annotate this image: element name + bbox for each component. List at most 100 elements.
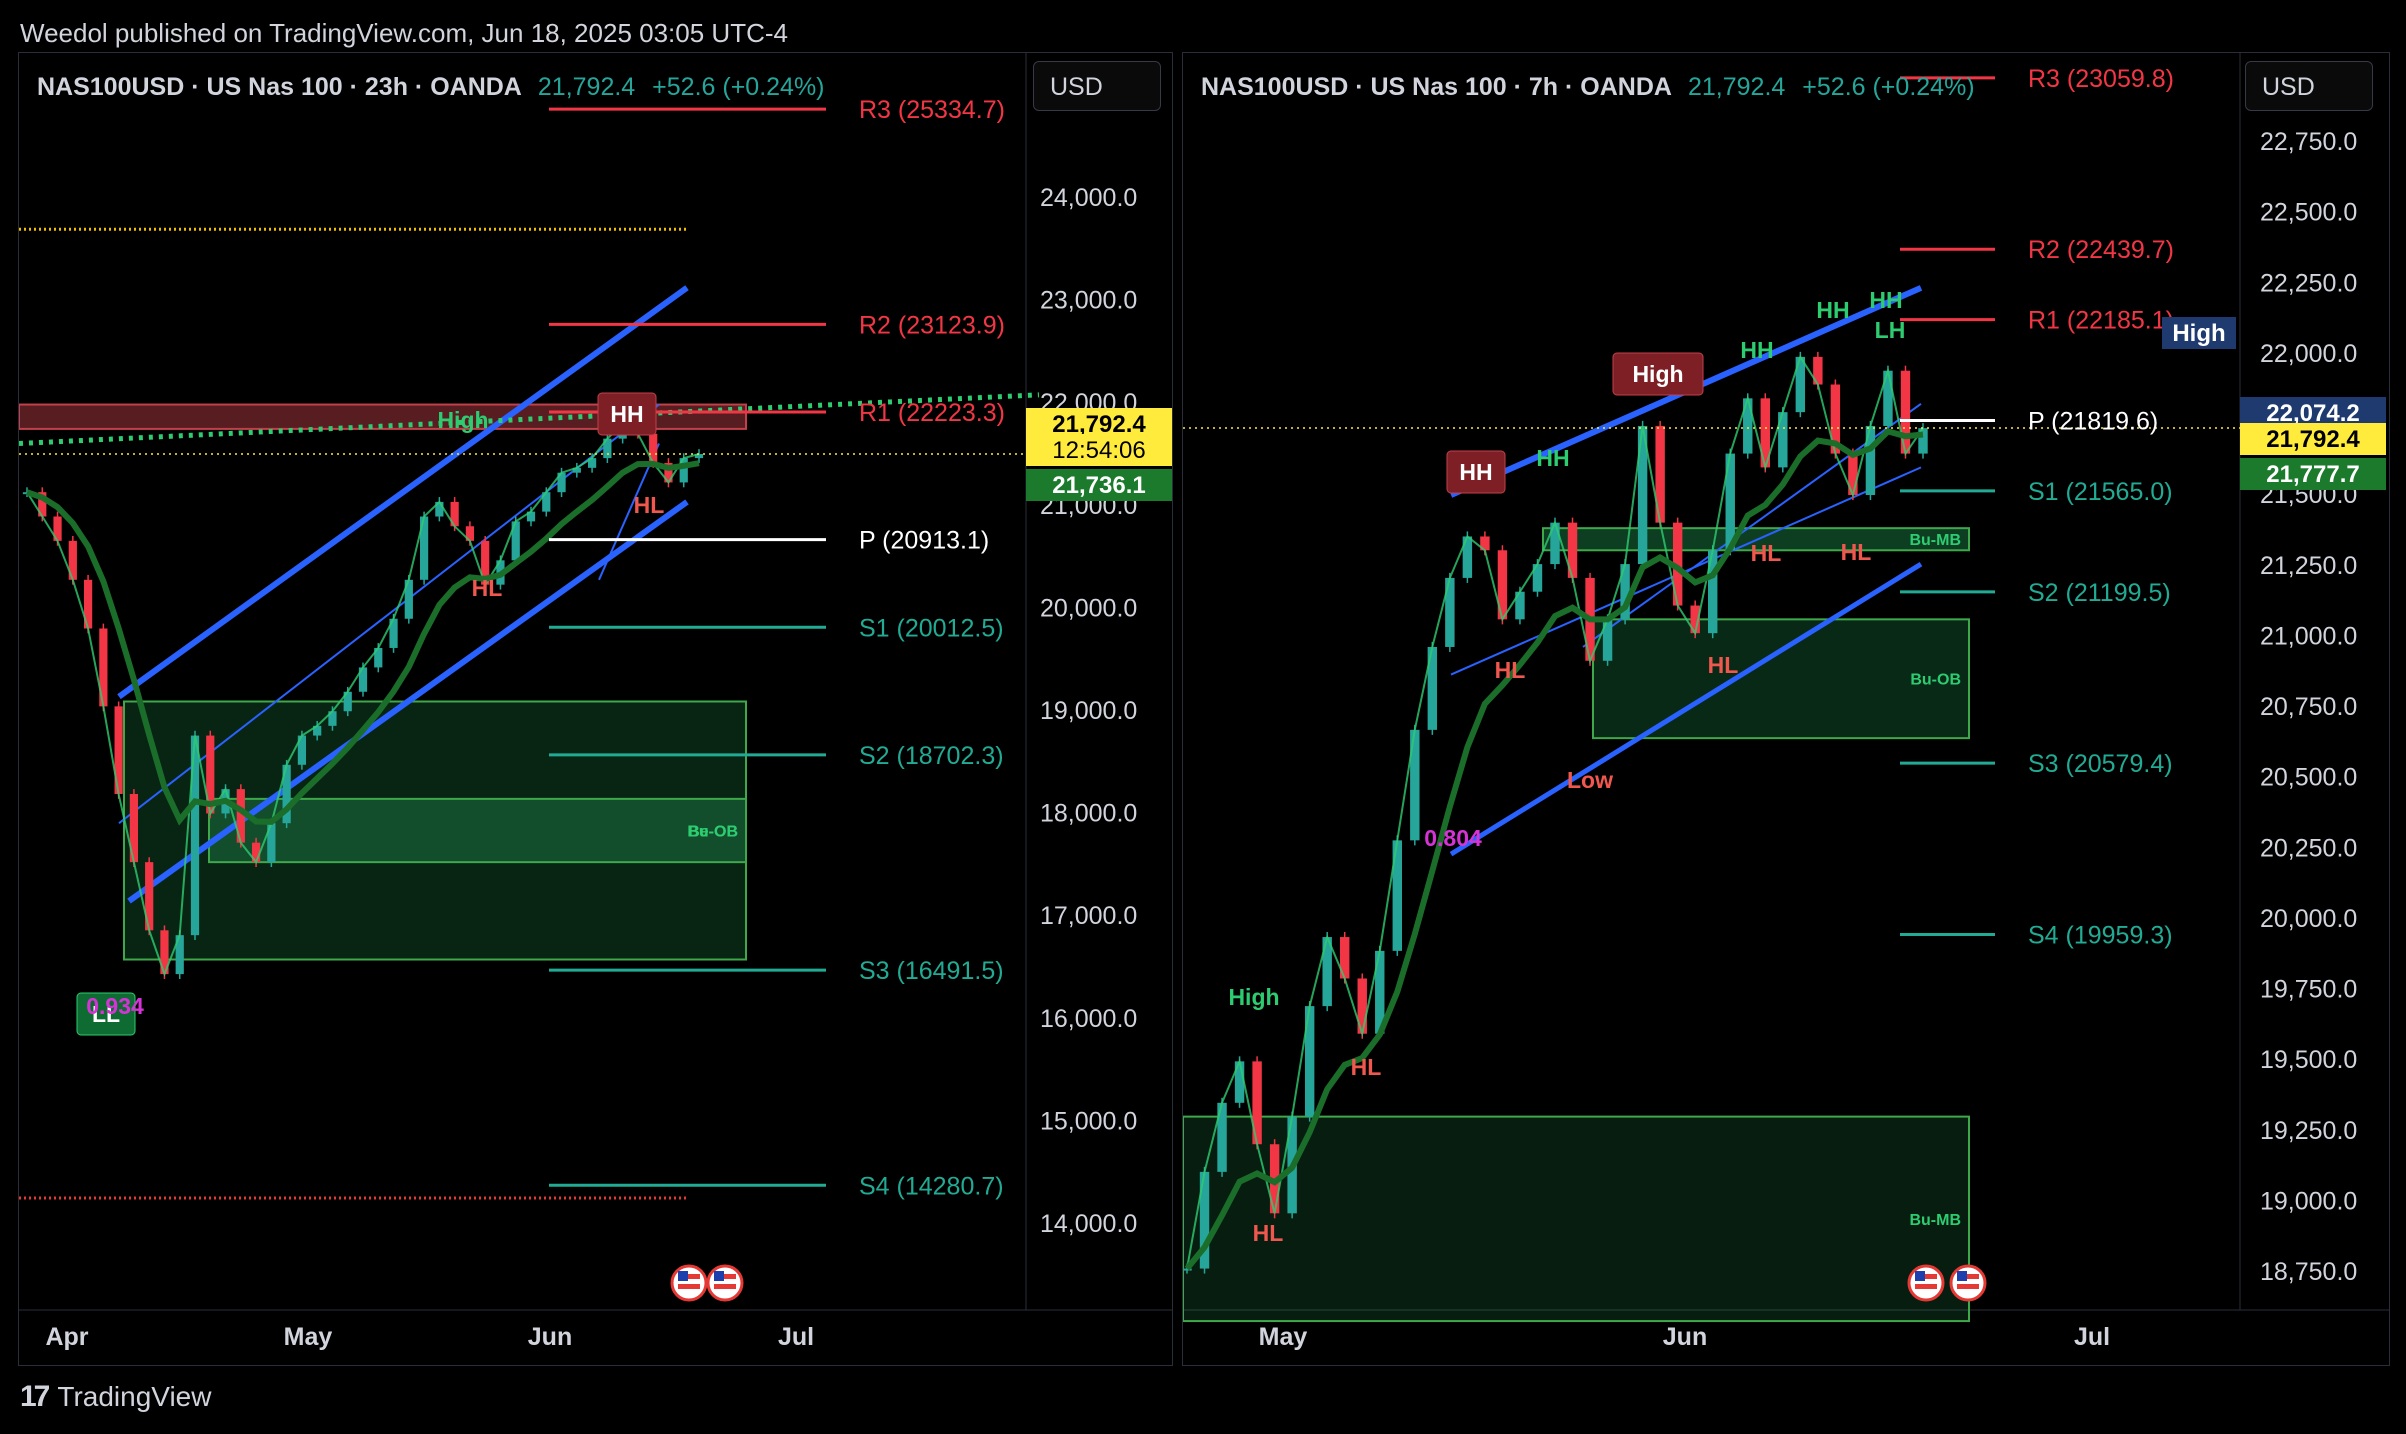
price-tag: 12:54:06 — [1052, 437, 1145, 464]
structure-marker-box — [597, 392, 657, 436]
structure-label: LH — [1875, 317, 1906, 343]
candle — [404, 579, 413, 619]
symbol-legend: NAS100USD · US Nas 100 · 7h · OANDA 21,7… — [1201, 73, 1975, 102]
candle — [1462, 536, 1473, 578]
candle — [572, 467, 581, 473]
zone-label: Bu-MB — [1909, 532, 1961, 549]
price-axis-tick: 15,000.0 — [1040, 1107, 1137, 1135]
price-tag-bg — [2162, 317, 2236, 349]
candle — [83, 579, 93, 629]
candle — [1602, 619, 1613, 661]
time-axis-tick: Jun — [528, 1323, 572, 1351]
candle — [1672, 522, 1683, 606]
candle — [679, 458, 688, 483]
candle — [481, 540, 490, 585]
time-axis-tick: May — [284, 1323, 333, 1351]
pivot-label: R1 (22185.1) — [2028, 307, 2174, 335]
candle — [603, 438, 612, 459]
candle — [267, 823, 276, 863]
zone-label: Bu-OB — [687, 824, 738, 841]
pivot-label: S1 (21565.0) — [2028, 478, 2173, 506]
candle — [99, 628, 108, 707]
us-flag-icon — [706, 1264, 744, 1302]
pivot-label: S3 (20579.4) — [2028, 750, 2173, 778]
currency-button[interactable]: USD — [1033, 61, 1161, 111]
tradingview-footer[interactable]: 17 TradingView — [20, 1380, 211, 1414]
ema-line — [26, 460, 700, 826]
candle — [1567, 522, 1578, 578]
last-price: 21,792.4 — [537, 73, 636, 101]
price-axis-tick: 14,000.0 — [1040, 1210, 1137, 1238]
candle — [419, 516, 429, 580]
price-tag: High — [2172, 320, 2225, 347]
price-axis-tick: 20,000.0 — [2260, 905, 2357, 933]
chart-canvas-7h[interactable]: Bu-MB Bu-OB Bu-MB R3 (23059.8) R2 (22439.7) R… — [1183, 53, 2389, 1365]
candle — [38, 492, 47, 517]
structure-label: HL — [1708, 652, 1739, 678]
structure-label: High — [437, 407, 488, 433]
structure-label: HL — [1495, 657, 1526, 683]
currency-button[interactable]: USD — [2245, 61, 2373, 111]
candle — [1795, 356, 1806, 413]
candle — [1410, 729, 1420, 841]
time-axis-tick: May — [1259, 1323, 1308, 1351]
price-tag: 21,792.4 — [1052, 411, 1146, 438]
structure-label: HH — [1816, 297, 1849, 323]
candle — [282, 764, 291, 824]
symbol-line: NAS100USD · US Nas 100 · 7h · OANDA — [1201, 73, 1672, 101]
candle — [694, 454, 704, 459]
time-axis-tick: Apr — [45, 1323, 88, 1351]
price-axis-tick: 16,000.0 — [1040, 1005, 1137, 1033]
candle — [1357, 978, 1367, 1034]
pivot-label: R3 (25334.7) — [859, 96, 1005, 124]
candle — [1340, 937, 1350, 979]
price-axis-tick: 21,000.0 — [2260, 622, 2357, 650]
pivot-label: P (20913.1) — [859, 527, 989, 555]
tradingview-logo-icon: 17 — [20, 1380, 50, 1413]
us-flag-stripe — [714, 1274, 736, 1279]
price-tag-bg — [1026, 469, 1172, 501]
zigzag-line — [1186, 354, 1924, 1269]
chart-panel-23h[interactable]: Be-OB Bu-OB R3 (25334.7) R2 (23123.9) R1 (22… — [18, 52, 1173, 1366]
dotted-overlay-line — [19, 392, 1040, 446]
tradingview-brand: TradingView — [57, 1381, 212, 1412]
chart-panel-7h[interactable]: Bu-MB Bu-OB Bu-MB R3 (23059.8) R2 (22439.7) R… — [1182, 52, 2390, 1366]
us-flag-stripe — [1915, 1284, 1937, 1289]
candle — [251, 842, 261, 863]
candle — [1637, 425, 1648, 565]
candle — [1778, 412, 1788, 468]
price-change: +52.6 (+0.24%) — [1802, 73, 1975, 101]
candle — [53, 516, 62, 541]
candle — [358, 667, 368, 692]
pivot-label: S4 (19959.3) — [2028, 921, 2173, 949]
publish-header: Weedol published on TradingView.com, Jun… — [20, 18, 788, 48]
price-axis-tick: 19,750.0 — [2260, 976, 2357, 1004]
structure-marker-box — [1446, 450, 1506, 494]
structure-label: HH — [1869, 287, 1902, 313]
price-axis-tick: 17,000.0 — [1040, 902, 1137, 930]
us-flag-icon — [1907, 1264, 1945, 1302]
candle — [1620, 564, 1630, 620]
candle — [236, 789, 245, 843]
order-block-zone — [1183, 1115, 1970, 1323]
us-flag-icon — [1949, 1264, 1987, 1302]
pivot-label: R1 (22223.3) — [859, 399, 1005, 427]
candle — [129, 793, 139, 863]
zone-label: Bu-MB — [1909, 1212, 1961, 1229]
candle — [1497, 550, 1508, 620]
us-flag-icon — [670, 1264, 708, 1302]
structure-label: HL — [472, 575, 503, 601]
candle — [557, 472, 566, 493]
candle — [587, 458, 597, 468]
structure-label: High — [1228, 984, 1279, 1010]
candle — [343, 691, 352, 712]
candle — [1690, 605, 1700, 634]
price-axis-tick: 22,750.0 — [2260, 128, 2357, 156]
candle — [1217, 1102, 1227, 1172]
zigzag-line — [26, 422, 700, 977]
zone-label: Bu-OB — [1910, 672, 1961, 689]
candle — [374, 647, 383, 668]
pivot-label: S1 (20012.5) — [859, 614, 1004, 642]
candle — [526, 511, 536, 522]
